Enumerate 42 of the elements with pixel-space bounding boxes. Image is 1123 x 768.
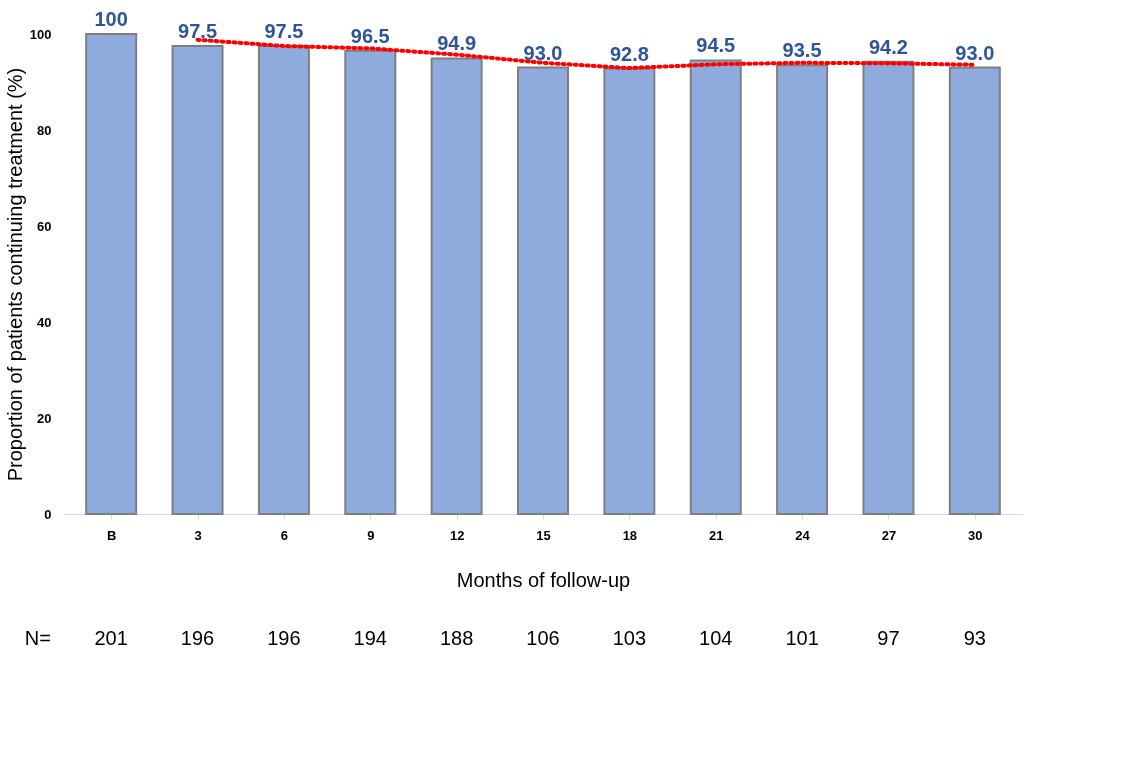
x-tick-label: 21	[708, 527, 724, 543]
data-label: 94.5	[696, 34, 736, 57]
x-tick-label: B	[106, 527, 117, 543]
data-label: 100	[94, 8, 128, 30]
x-tick-label: 6	[280, 527, 289, 543]
data-label: 94.2	[868, 35, 908, 58]
data-label: 93.0	[955, 41, 995, 64]
x-tick-label: 27	[881, 527, 897, 543]
text: 196	[180, 627, 215, 649]
text: 93	[963, 627, 986, 649]
text: 188	[439, 627, 474, 649]
y-axis-title: Proportion of patients continuing treatment (%)	[3, 67, 26, 482]
x-tick-label: 9	[367, 527, 375, 543]
x-tick-label: 15	[536, 527, 551, 543]
text: 201	[94, 627, 128, 649]
data-label: 92.8	[609, 42, 649, 65]
text: 101	[785, 627, 819, 649]
x-tick-label: 30	[968, 527, 983, 543]
x-tick-label: 24	[795, 527, 811, 543]
x-tick-label: 3	[194, 527, 202, 543]
y-tick-label: 0	[44, 506, 52, 522]
data-label: 97.5	[178, 20, 218, 42]
text: 104	[699, 627, 733, 649]
data-label: 96.5	[350, 24, 390, 47]
y-tick-label: 20	[37, 410, 52, 426]
x-tick-label: 18	[622, 527, 638, 543]
data-label: 94.9	[437, 32, 477, 55]
text: 194	[353, 627, 387, 649]
y-tick-label: 60	[37, 218, 52, 234]
x-tick-label: 12	[449, 527, 465, 543]
text: 103	[612, 627, 647, 649]
text: 196	[267, 627, 301, 649]
x-axis-title: Months of follow-up	[456, 568, 631, 591]
text: 106	[526, 627, 560, 649]
y-tick-label: 80	[37, 122, 52, 138]
data-label: 97.5	[264, 20, 304, 42]
y-tick-label: 100	[29, 26, 52, 42]
data-label: 93.0	[523, 41, 563, 64]
text: 97	[877, 627, 900, 649]
text: N=	[24, 627, 51, 649]
y-tick-label: 40	[37, 314, 52, 330]
data-label: 93.5	[782, 39, 822, 62]
